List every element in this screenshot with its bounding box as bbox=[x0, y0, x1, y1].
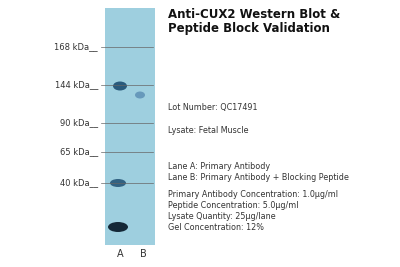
Ellipse shape bbox=[108, 222, 128, 232]
Text: 168 kDa__: 168 kDa__ bbox=[54, 42, 98, 52]
Ellipse shape bbox=[113, 81, 127, 91]
Ellipse shape bbox=[135, 92, 145, 99]
Text: Peptide Block Validation: Peptide Block Validation bbox=[168, 22, 330, 35]
Text: Primary Antibody Concentration: 1.0µg/ml: Primary Antibody Concentration: 1.0µg/ml bbox=[168, 190, 338, 199]
Text: B: B bbox=[140, 249, 146, 259]
Bar bbox=[105, 8, 155, 245]
Text: Lysate: Fetal Muscle: Lysate: Fetal Muscle bbox=[168, 126, 248, 135]
Text: Anti-CUX2 Western Blot &: Anti-CUX2 Western Blot & bbox=[168, 8, 340, 21]
Text: A: A bbox=[117, 249, 123, 259]
Text: 40 kDa__: 40 kDa__ bbox=[60, 179, 98, 187]
Text: Peptide Concentration: 5.0µg/ml: Peptide Concentration: 5.0µg/ml bbox=[168, 201, 298, 210]
Text: Lysate Quantity: 25µg/lane: Lysate Quantity: 25µg/lane bbox=[168, 212, 276, 221]
Text: Lot Number: QC17491: Lot Number: QC17491 bbox=[168, 103, 258, 112]
Ellipse shape bbox=[110, 179, 126, 187]
Text: 65 kDa__: 65 kDa__ bbox=[60, 147, 98, 156]
Text: Lane A: Primary Antibody: Lane A: Primary Antibody bbox=[168, 162, 270, 171]
Text: 144 kDa__: 144 kDa__ bbox=[55, 80, 98, 89]
Text: Lane B: Primary Antibody + Blocking Peptide: Lane B: Primary Antibody + Blocking Pept… bbox=[168, 173, 349, 182]
Text: Gel Concentration: 12%: Gel Concentration: 12% bbox=[168, 223, 264, 232]
Text: 90 kDa__: 90 kDa__ bbox=[60, 119, 98, 128]
